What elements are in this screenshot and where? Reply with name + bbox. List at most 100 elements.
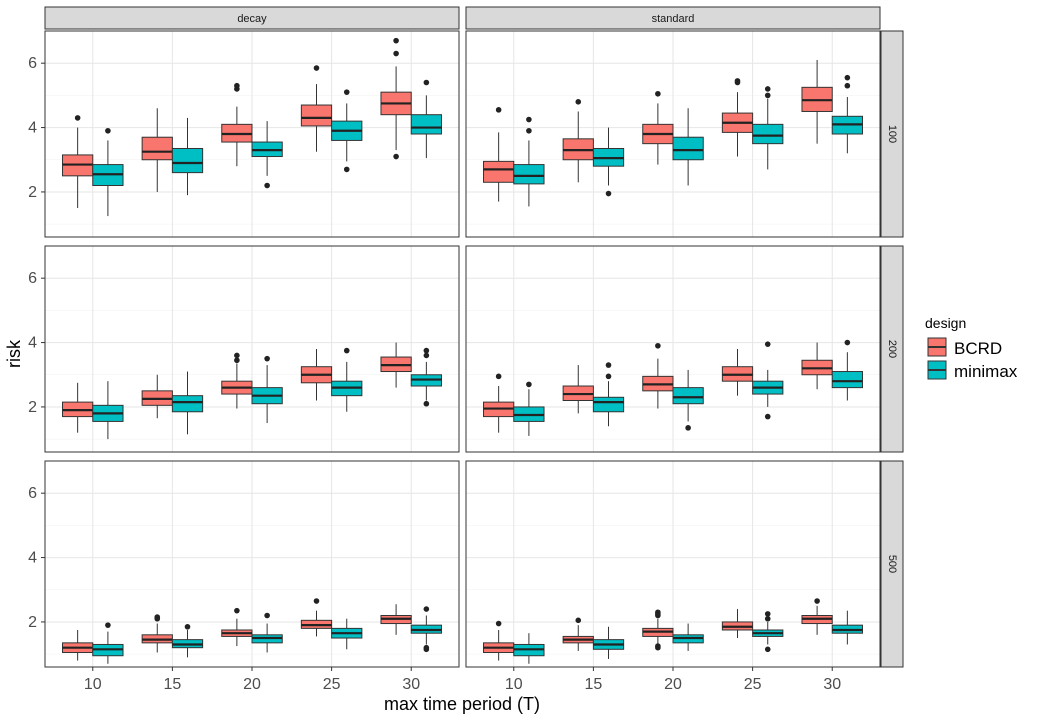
box-iqr (592, 396, 625, 413)
box-iqr (300, 104, 333, 127)
outlier-point (844, 82, 851, 89)
panel-decay-200 (44, 245, 460, 453)
outlier-point (764, 341, 771, 347)
outlier-point (234, 607, 240, 614)
y-tick-label: 2 (28, 399, 37, 416)
outlier-point (264, 182, 270, 189)
box-bcrd-15 (141, 614, 173, 653)
x-tick-label: 20 (243, 676, 261, 693)
panel-border (44, 30, 460, 238)
box-bcrd-20 (221, 82, 253, 167)
outlier-point (655, 609, 661, 616)
y-axis-title: risk (4, 339, 24, 368)
x-axis-title: max time period (T) (384, 694, 540, 714)
outlier-point (184, 623, 191, 630)
x-tick-label: 15 (584, 676, 602, 693)
box-minimax-15 (171, 623, 204, 658)
box-bcrd-20 (642, 90, 674, 165)
box-minimax-15 (592, 127, 625, 197)
outlier-point (154, 614, 161, 620)
box-iqr (513, 164, 545, 185)
y-tick-label: 4 (28, 550, 37, 567)
outlier-point (423, 400, 430, 407)
y-tick-label: 4 (28, 335, 37, 352)
outlier-point (605, 373, 612, 380)
box-minimax-30 (831, 610, 863, 645)
legend-title: design (925, 315, 966, 331)
box-bcrd-30 (380, 604, 412, 635)
box-bcrd-25 (300, 598, 333, 637)
outlier-point (814, 598, 820, 604)
box-iqr (752, 123, 784, 145)
y-tick-label: 4 (28, 120, 37, 137)
y-tick-label: 6 (28, 270, 37, 287)
outlier-point (844, 339, 851, 346)
outlier-point (313, 598, 320, 604)
outlier-point (234, 357, 240, 364)
panel-decay-100 (44, 30, 460, 238)
box-minimax-25 (752, 341, 784, 420)
outlier-point (495, 373, 502, 380)
outlier-point (526, 116, 532, 123)
outlier-point (526, 381, 532, 388)
box-minimax-10 (92, 381, 124, 440)
outlier-point (264, 612, 270, 619)
outlier-point (234, 352, 240, 359)
box-minimax-15 (171, 371, 204, 435)
outlier-point (234, 82, 240, 89)
box-minimax-15 (171, 117, 204, 196)
box-iqr (483, 160, 515, 183)
panel-standard-100 (465, 30, 881, 238)
outlier-point (105, 622, 111, 628)
outlier-point (343, 89, 350, 95)
box-bcrd-10 (62, 382, 94, 433)
box-bcrd-25 (300, 65, 333, 152)
outlier-point (423, 79, 430, 86)
strip-top-label-decay: decay (237, 13, 267, 25)
box-minimax-25 (331, 89, 363, 173)
facet-strips: decay standard 100 200 500 (44, 6, 904, 668)
outlier-point (605, 362, 612, 368)
strip-right-label-200: 200 (886, 340, 898, 358)
box-minimax-10 (513, 633, 545, 664)
box-minimax-20 (672, 369, 704, 431)
outlier-point (844, 74, 851, 81)
strip-right-label-100: 100 (886, 125, 898, 143)
panel-border (465, 245, 881, 453)
outlier-point (734, 78, 741, 84)
box-bcrd-30 (380, 37, 412, 160)
legend-label-minimax: minimax (954, 362, 1018, 381)
box-bcrd-20 (221, 352, 253, 409)
x-tick-label: 30 (823, 676, 841, 693)
strip-right-label-500: 500 (886, 555, 898, 573)
box-iqr (831, 371, 863, 389)
outlier-point (393, 37, 399, 44)
box-bcrd-15 (562, 617, 594, 651)
outlier-point (423, 606, 430, 612)
box-bcrd-10 (62, 115, 94, 209)
facet-panels (44, 30, 881, 668)
box-iqr (410, 114, 442, 135)
outlier-point (423, 352, 430, 359)
box-iqr (672, 136, 704, 161)
box-bcrd-30 (801, 59, 833, 144)
box-minimax-30 (410, 606, 442, 653)
box-bcrd-30 (801, 598, 833, 635)
x-tick-label: 10 (505, 676, 523, 693)
legend-item-minimax: minimax (927, 360, 1018, 381)
box-bcrd-25 (721, 609, 754, 639)
box-minimax-25 (331, 347, 363, 412)
box-iqr (171, 395, 204, 413)
outlier-point (264, 355, 270, 362)
y-tick-label: 2 (28, 614, 37, 631)
box-minimax-10 (513, 381, 545, 436)
outlier-point (764, 646, 771, 653)
outlier-point (764, 92, 771, 99)
outlier-point (343, 347, 350, 354)
outlier-point (423, 644, 430, 651)
outlier-point (343, 166, 350, 173)
outlier-point (764, 413, 771, 420)
box-minimax-30 (410, 347, 442, 407)
outlier-point (685, 425, 691, 431)
outlier-point (655, 342, 661, 349)
